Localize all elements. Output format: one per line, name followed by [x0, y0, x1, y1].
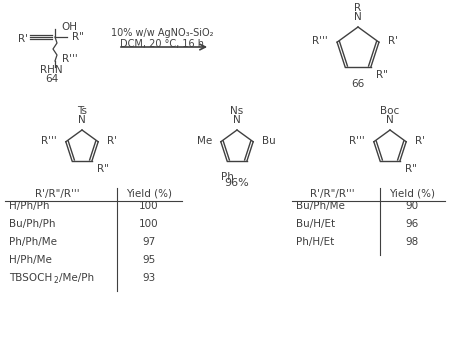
Text: N: N — [233, 115, 241, 125]
Text: N: N — [386, 115, 394, 125]
Text: Ns: Ns — [230, 106, 244, 116]
Text: Bu: Bu — [262, 136, 276, 146]
Text: DCM, 20 °C, 16 h: DCM, 20 °C, 16 h — [120, 39, 204, 49]
Text: 66: 66 — [351, 79, 365, 89]
Text: R': R' — [415, 136, 425, 146]
Text: 64: 64 — [46, 74, 59, 84]
Text: Bu/H/Et: Bu/H/Et — [296, 219, 335, 229]
Text: 98: 98 — [405, 237, 419, 247]
Text: R": R" — [72, 32, 84, 42]
Text: 10% w/w AgNO₃-SiO₂: 10% w/w AgNO₃-SiO₂ — [111, 28, 213, 38]
Text: Yield (%): Yield (%) — [126, 189, 172, 199]
Text: R': R' — [107, 136, 117, 146]
Text: Boc: Boc — [380, 106, 400, 116]
Text: 96%: 96% — [225, 178, 249, 188]
Text: TBSOCH: TBSOCH — [9, 273, 52, 283]
Text: /Me/Ph: /Me/Ph — [59, 273, 94, 283]
Text: 90: 90 — [405, 201, 419, 211]
Text: N: N — [78, 115, 86, 125]
Text: OH: OH — [61, 22, 77, 32]
Text: R': R' — [388, 36, 398, 46]
Text: R": R" — [376, 70, 388, 80]
Text: Ts: Ts — [77, 106, 87, 116]
Text: R": R" — [97, 164, 109, 174]
Text: Yield (%): Yield (%) — [389, 189, 435, 199]
Text: RHN: RHN — [40, 65, 63, 75]
Text: Ph/H/Et: Ph/H/Et — [296, 237, 334, 247]
Text: 100: 100 — [139, 201, 159, 211]
Text: R''': R''' — [62, 54, 78, 64]
Text: Me: Me — [197, 136, 212, 146]
Text: Ph/Ph/Me: Ph/Ph/Me — [9, 237, 57, 247]
Text: R'/R"/R''': R'/R"/R''' — [35, 189, 79, 199]
Text: Ph: Ph — [220, 172, 234, 182]
Text: 95: 95 — [142, 255, 155, 265]
Text: R''': R''' — [312, 36, 328, 46]
Text: 97: 97 — [142, 237, 155, 247]
Text: Bu/Ph/Me: Bu/Ph/Me — [296, 201, 345, 211]
Text: R''': R''' — [41, 136, 57, 146]
Text: R''': R''' — [349, 136, 365, 146]
Text: Bu/Ph/Ph: Bu/Ph/Ph — [9, 219, 55, 229]
Text: N: N — [354, 12, 362, 22]
Text: 2: 2 — [54, 276, 59, 285]
Text: R: R — [355, 3, 362, 13]
Text: R'/R"/R''': R'/R"/R''' — [310, 189, 354, 199]
Text: R': R' — [18, 34, 28, 44]
Text: H/Ph/Ph: H/Ph/Ph — [9, 201, 49, 211]
Text: 93: 93 — [142, 273, 155, 283]
Text: R": R" — [405, 164, 417, 174]
Text: 100: 100 — [139, 219, 159, 229]
Text: 96: 96 — [405, 219, 419, 229]
Text: H/Ph/Me: H/Ph/Me — [9, 255, 52, 265]
